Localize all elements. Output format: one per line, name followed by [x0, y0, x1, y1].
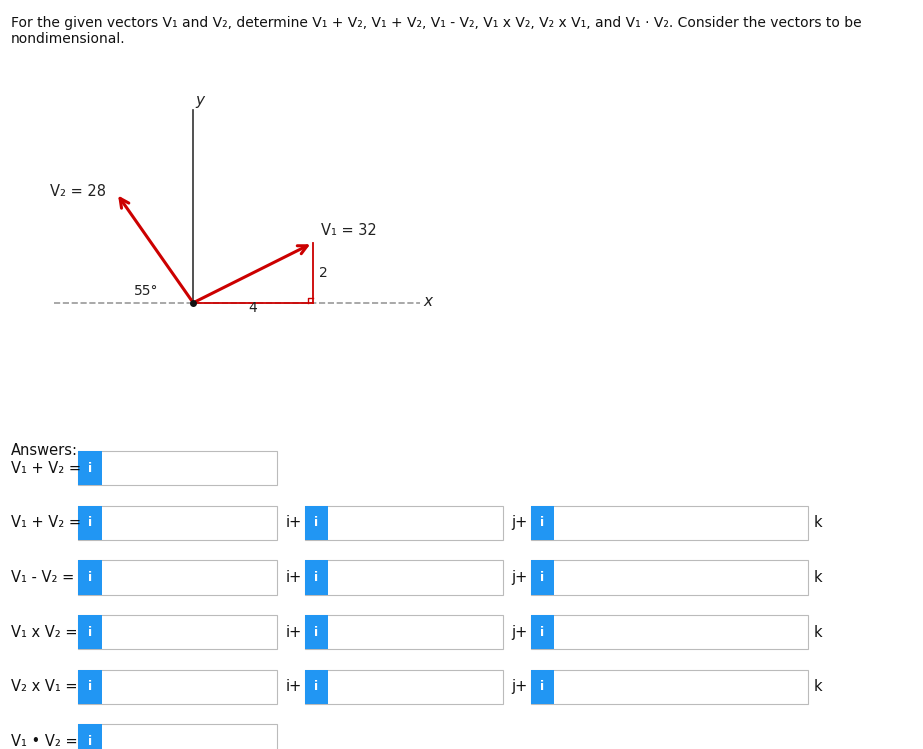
Text: y: y	[196, 93, 205, 108]
Text: V₂ = 28: V₂ = 28	[50, 184, 105, 198]
Text: 2: 2	[318, 266, 328, 280]
Text: i: i	[540, 680, 545, 694]
Text: nondimensional.: nondimensional.	[11, 32, 126, 46]
Text: V₁ = 32: V₁ = 32	[321, 222, 377, 237]
Text: i: i	[88, 461, 92, 475]
Text: i: i	[314, 680, 318, 694]
Text: k: k	[814, 625, 822, 640]
Text: V₁ x V₂ =: V₁ x V₂ =	[11, 625, 78, 640]
Text: i: i	[88, 625, 92, 639]
Text: i+: i+	[285, 570, 302, 585]
Text: V₁ + V₂ =: V₁ + V₂ =	[11, 461, 81, 476]
Text: j+: j+	[511, 570, 528, 585]
Text: For the given vectors V₁ and V₂, determine V₁ + V₂, V₁ + V₂, V₁ - V₂, V₁ x V₂, V: For the given vectors V₁ and V₂, determi…	[11, 16, 862, 31]
Text: i: i	[314, 571, 318, 584]
Text: i+: i+	[285, 515, 302, 530]
Text: i: i	[88, 571, 92, 584]
Text: 4: 4	[248, 301, 258, 315]
Text: k: k	[814, 515, 822, 530]
Text: j+: j+	[511, 515, 528, 530]
Text: i: i	[540, 571, 545, 584]
Text: i+: i+	[285, 679, 302, 694]
Text: k: k	[814, 679, 822, 694]
Text: Answers:: Answers:	[11, 443, 78, 458]
Text: i: i	[314, 625, 318, 639]
Text: 55°: 55°	[135, 284, 159, 298]
Text: V₂ x V₁ =: V₂ x V₁ =	[11, 679, 78, 694]
Text: i: i	[88, 680, 92, 694]
Text: i: i	[88, 516, 92, 530]
Text: V₁ • V₂ =: V₁ • V₂ =	[11, 734, 78, 749]
Text: i: i	[314, 516, 318, 530]
Text: V₁ - V₂ =: V₁ - V₂ =	[11, 570, 75, 585]
Text: x: x	[423, 294, 432, 309]
Text: k: k	[814, 570, 822, 585]
Text: i+: i+	[285, 625, 302, 640]
Text: j+: j+	[511, 625, 528, 640]
Text: i: i	[540, 516, 545, 530]
Text: j+: j+	[511, 679, 528, 694]
Text: i: i	[88, 735, 92, 748]
Text: V₁ + V₂ =: V₁ + V₂ =	[11, 515, 81, 530]
Text: i: i	[540, 625, 545, 639]
